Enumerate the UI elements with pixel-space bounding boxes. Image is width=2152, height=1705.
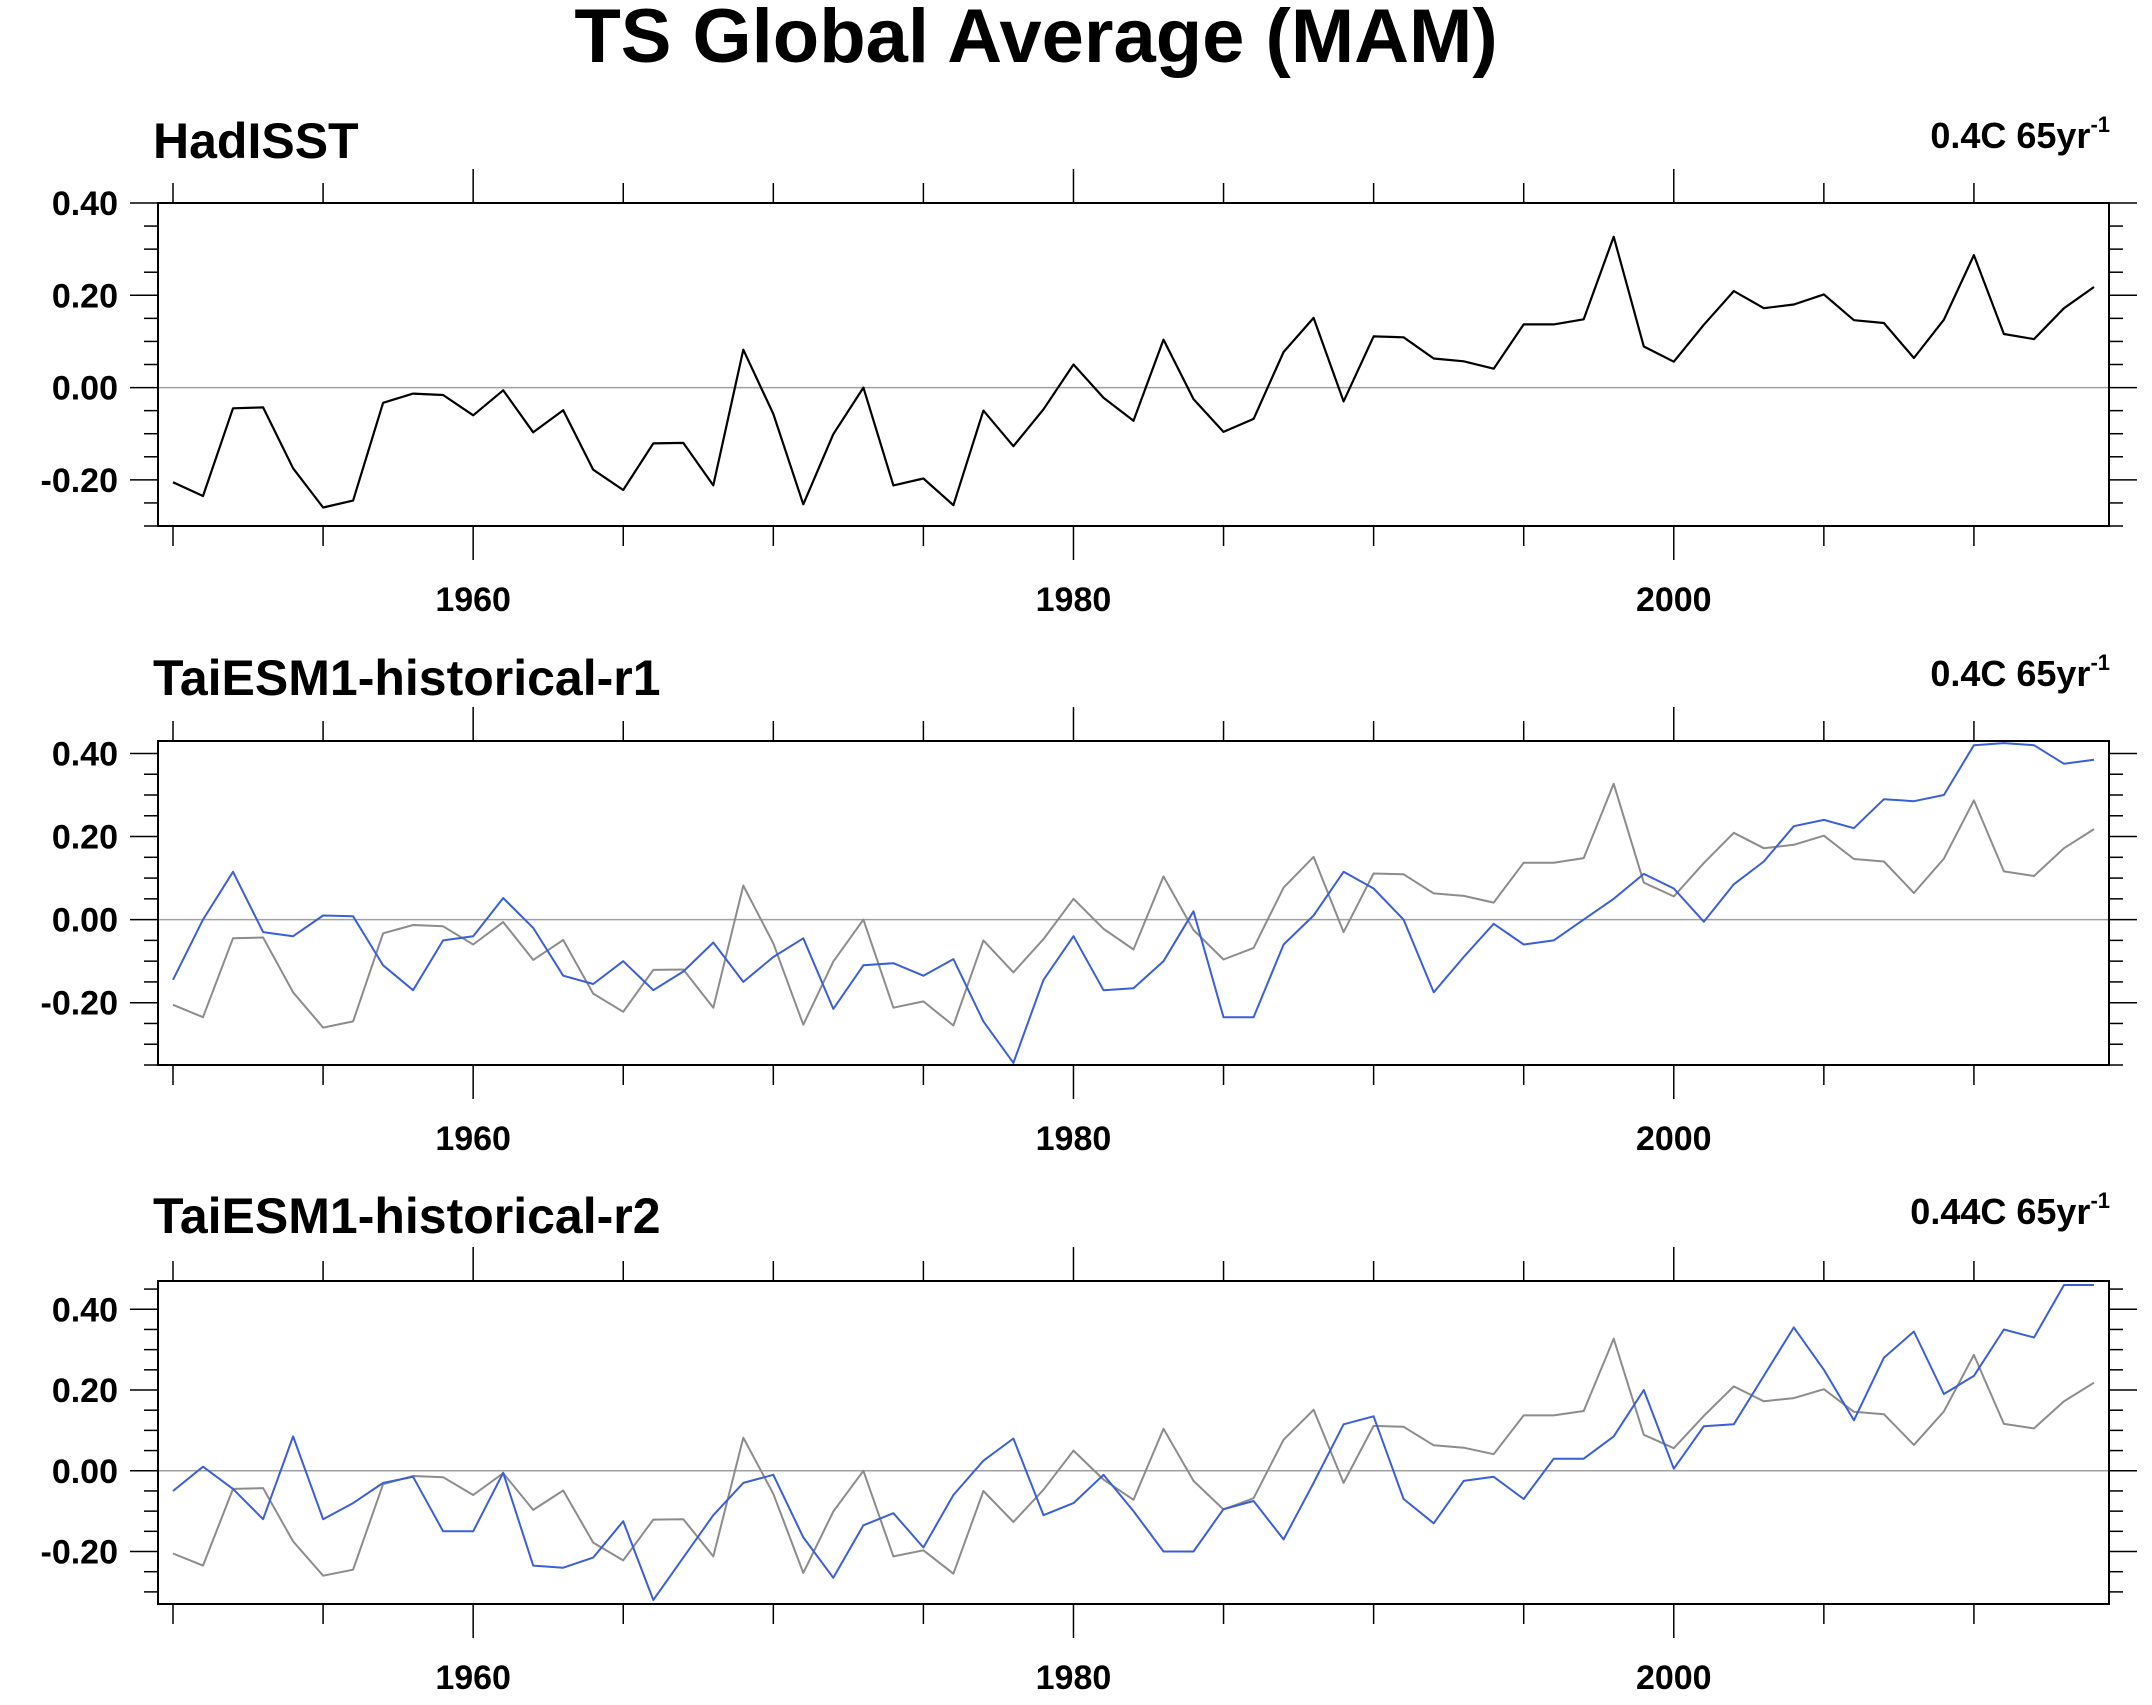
y-tick-label: 0.40 <box>52 735 118 773</box>
panel-taiesm1-r2: TaiESM1-historical-r2 0.44C 65yr-1 1960 1… <box>41 1188 2137 1697</box>
panel-title: TaiESM1-historical-r2 <box>153 1188 661 1244</box>
y-tick-label: -0.20 <box>41 985 119 1023</box>
series-line-observation_overlay <box>172 782 2095 1029</box>
series-line-model <box>172 742 2095 1064</box>
panel-title: HadISST <box>153 113 359 169</box>
y-tick-label: 0.20 <box>52 277 118 315</box>
panel-hadisst: HadISST 0.4C 65yr-1 1960 1980 2000 0.40 0.20… <box>41 112 2137 619</box>
plot-area: 1960 1980 2000 0.40 0.20 0.00 -0.20 <box>41 707 2137 1158</box>
y-tick-label: 0.20 <box>52 1372 118 1410</box>
x-tick-label: 1980 <box>1036 1120 1112 1158</box>
plot-area: 1960 1980 2000 0.40 0.20 0.00 -0.20 <box>41 169 2137 619</box>
y-tick-label: 0.20 <box>52 819 118 857</box>
x-tick-label: 1980 <box>1036 581 1112 619</box>
x-tick-label: 1980 <box>1036 1659 1112 1697</box>
y-tick-label: 0.00 <box>52 370 118 408</box>
y-tick-label: -0.20 <box>41 1534 119 1572</box>
panel-title: TaiESM1-historical-r1 <box>153 650 661 706</box>
x-tick-label: 1960 <box>435 581 511 619</box>
series-line-observation <box>172 235 2095 509</box>
plot-frame <box>157 1280 2110 1605</box>
figure-title: TS Global Average (MAM) <box>574 0 1497 79</box>
trend-label: 0.4C 65yr-1 <box>1930 650 2110 694</box>
plot-frame <box>157 740 2110 1066</box>
plot-area: 1960 1980 2000 0.40 0.20 0.00 -0.20 <box>41 1247 2137 1697</box>
series-line-observation_overlay <box>172 1337 2095 1577</box>
trend-label: 0.4C 65yr-1 <box>1930 112 2110 156</box>
y-tick-label: 0.40 <box>52 185 118 223</box>
x-tick-label: 2000 <box>1636 1659 1712 1697</box>
x-tick-label: 1960 <box>435 1120 511 1158</box>
trend-label: 0.44C 65yr-1 <box>1910 1188 2110 1232</box>
x-tick-label: 2000 <box>1636 1120 1712 1158</box>
panel-taiesm1-r1: TaiESM1-historical-r1 0.4C 65yr-1 1960 19… <box>41 650 2137 1158</box>
x-tick-label: 1960 <box>435 1659 511 1697</box>
series-line-model <box>172 1284 2094 1601</box>
y-tick-label: 0.00 <box>52 1453 118 1491</box>
plot-frame <box>157 202 2110 527</box>
y-tick-label: 0.40 <box>52 1291 118 1329</box>
x-tick-label: 2000 <box>1636 581 1712 619</box>
y-tick-label: 0.00 <box>52 902 118 940</box>
y-tick-label: -0.20 <box>41 462 119 500</box>
